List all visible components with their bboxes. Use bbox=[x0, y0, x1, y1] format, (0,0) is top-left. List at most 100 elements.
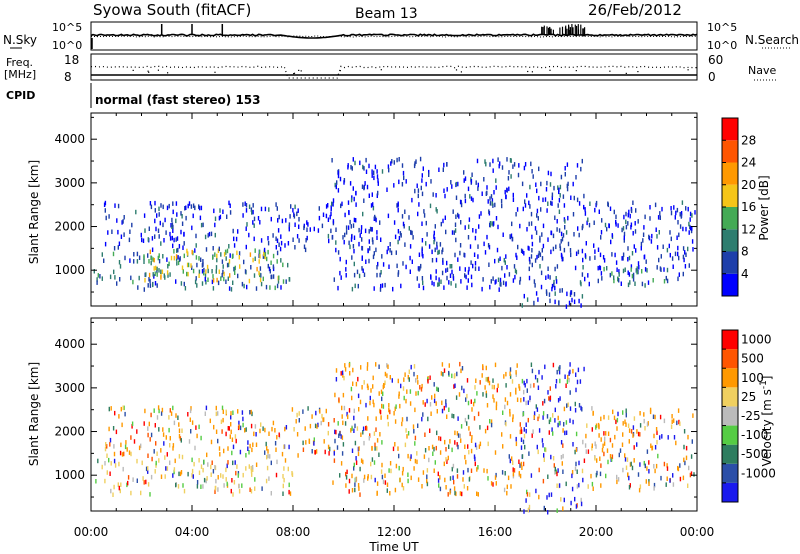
scatter-cell bbox=[521, 454, 524, 459]
scatter-cell bbox=[554, 470, 556, 475]
scatter-cell bbox=[675, 440, 677, 446]
scatter-cell bbox=[202, 262, 204, 267]
scatter-cell bbox=[373, 431, 376, 436]
scatter-cell bbox=[457, 433, 460, 438]
scatter-cell bbox=[530, 473, 533, 478]
scatter-cell bbox=[270, 216, 272, 222]
scatter-cell bbox=[627, 257, 629, 262]
scatter-cell bbox=[452, 209, 454, 214]
scatter-cell bbox=[434, 224, 436, 229]
scatter-cell bbox=[637, 472, 640, 477]
scatter-cell bbox=[120, 482, 122, 487]
scatter-cell bbox=[379, 220, 381, 225]
scatter-cell bbox=[553, 185, 555, 191]
scatter-cell bbox=[315, 410, 317, 416]
scatter-cell bbox=[394, 419, 397, 424]
scatter-cell bbox=[547, 237, 549, 242]
scatter-cell bbox=[456, 468, 459, 473]
scatter-cell bbox=[173, 420, 176, 426]
scatter-cell bbox=[191, 457, 193, 463]
scatter-cell bbox=[437, 282, 439, 287]
scatter-cell bbox=[417, 423, 419, 428]
scatter-cell bbox=[123, 451, 125, 457]
scatter-cell bbox=[375, 217, 377, 223]
scatter-cell bbox=[433, 468, 435, 473]
scatter-cell bbox=[129, 229, 131, 234]
scatter-cell bbox=[203, 477, 206, 483]
scatter-cell bbox=[131, 424, 133, 429]
scatter-cell bbox=[477, 182, 479, 188]
scatter-cell bbox=[470, 448, 473, 454]
scatter-cell bbox=[237, 473, 239, 478]
scatter-cell bbox=[166, 466, 169, 471]
scatter-cell bbox=[593, 220, 595, 225]
scatter-cell bbox=[351, 426, 353, 431]
scatter-cell bbox=[378, 452, 380, 457]
scatter-cell bbox=[669, 230, 671, 235]
scatter-cell bbox=[230, 415, 232, 420]
scatter-cell bbox=[144, 278, 146, 283]
scatter-cell bbox=[572, 419, 574, 425]
scatter-cell bbox=[518, 163, 520, 168]
scatter-cell bbox=[368, 436, 370, 441]
scatter-cell bbox=[318, 206, 320, 211]
scatter-cell bbox=[467, 400, 470, 406]
scatter-cell bbox=[516, 397, 519, 402]
scatter-cell bbox=[420, 185, 422, 191]
scatter-cell bbox=[491, 221, 493, 226]
freq-trace bbox=[90, 65, 698, 79]
scatter-cell bbox=[647, 280, 650, 285]
scatter-cell bbox=[282, 474, 284, 479]
colorbar-tick-label: 16 bbox=[741, 200, 756, 214]
scatter-cell bbox=[439, 475, 441, 480]
scatter-cell bbox=[663, 418, 666, 424]
scatter-cell bbox=[112, 426, 115, 431]
scatter-cell bbox=[117, 229, 119, 235]
scatter-cell bbox=[151, 247, 154, 252]
scatter-cell bbox=[631, 251, 634, 256]
scatter-cell bbox=[169, 231, 171, 237]
nsearch-line bbox=[91, 35, 698, 38]
scatter-cell bbox=[657, 215, 660, 220]
scatter-cell bbox=[495, 279, 497, 284]
scatter-cell bbox=[418, 283, 420, 288]
scatter-cell bbox=[351, 255, 353, 260]
scatter-cell bbox=[122, 405, 124, 410]
scatter-cell bbox=[381, 474, 384, 480]
scatter-cell bbox=[288, 444, 290, 450]
scatter-cell bbox=[691, 226, 693, 231]
scatter-cell bbox=[348, 478, 351, 484]
scatter-cell bbox=[567, 241, 570, 247]
scatter-cell bbox=[223, 448, 225, 454]
scatter-cell bbox=[554, 407, 556, 413]
scatter-cell bbox=[361, 385, 363, 390]
scatter-cell bbox=[615, 419, 617, 425]
scatter-cell bbox=[655, 463, 658, 469]
scatter-cell bbox=[416, 459, 418, 465]
scatter-cell bbox=[254, 424, 257, 429]
scatter-cell bbox=[212, 255, 214, 260]
scatter-cell bbox=[268, 207, 270, 212]
scatter-cell bbox=[122, 219, 124, 224]
scatter-cell bbox=[340, 371, 342, 376]
scatter-cell bbox=[611, 233, 613, 238]
scatter-cell bbox=[209, 418, 211, 424]
scatter-cell bbox=[155, 460, 157, 466]
scatter-cell bbox=[572, 181, 574, 187]
scatter-cell bbox=[96, 277, 98, 282]
scatter-cell bbox=[551, 192, 554, 197]
scatter-cell bbox=[495, 481, 497, 486]
scatter-cell bbox=[533, 411, 536, 416]
scatter-cell bbox=[677, 465, 679, 471]
scatter-cell bbox=[419, 266, 421, 271]
scatter-cell bbox=[188, 201, 191, 206]
scatter-cell bbox=[556, 483, 558, 488]
scatter-cell bbox=[492, 482, 494, 487]
scatter-cell bbox=[465, 274, 467, 280]
scatter-cell bbox=[225, 467, 227, 473]
scatter-cell bbox=[524, 203, 527, 208]
scatter-cell bbox=[486, 403, 489, 408]
scatter-cell bbox=[218, 269, 220, 274]
scatter-cell bbox=[656, 245, 659, 250]
